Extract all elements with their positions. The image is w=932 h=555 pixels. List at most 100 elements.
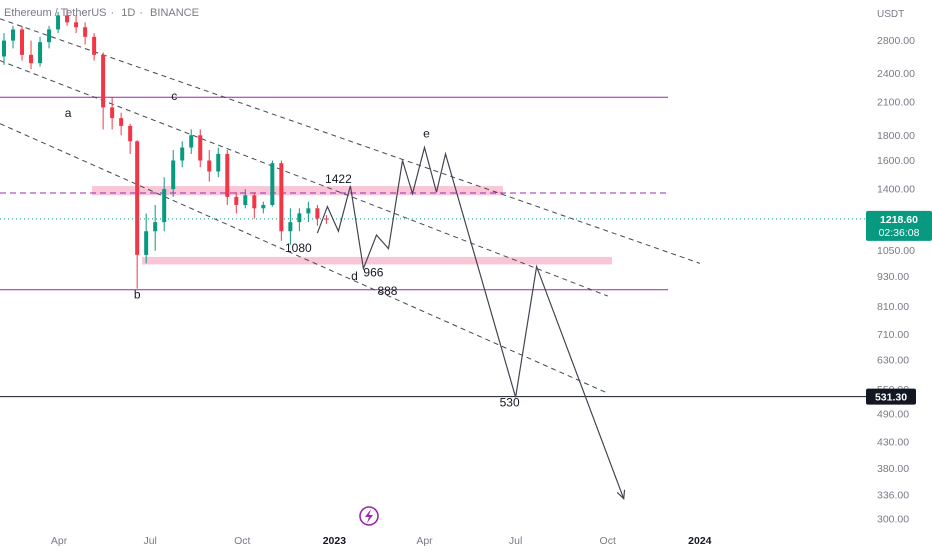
lightning-icon-ring	[359, 506, 379, 526]
time-tick-label: Jul	[509, 535, 522, 547]
time-tick-label: Oct	[234, 535, 250, 547]
price-annotation-label: 1422	[325, 172, 352, 186]
candle-body	[315, 208, 320, 219]
wave-label: b	[134, 288, 141, 302]
price-tick-label: 1800.00	[877, 130, 915, 142]
candle-body	[144, 231, 149, 255]
candle-body	[324, 218, 329, 220]
candle-body	[20, 29, 25, 55]
price-annotation-label: 1080	[285, 241, 312, 255]
price-tick-label: 1400.00	[877, 184, 915, 196]
price-tick-label: 336.00	[877, 489, 909, 501]
lightning-icon-bolt	[365, 509, 373, 523]
candle-body	[306, 208, 311, 214]
candle-body	[128, 125, 133, 142]
candle-body	[153, 222, 158, 232]
symbol-exchange: BINANCE	[150, 7, 199, 19]
symbol-name[interactable]: Ethereum / TetherUS	[4, 7, 107, 19]
candle-body	[65, 15, 70, 23]
price-annotation-label: 888	[377, 284, 397, 298]
candle-body	[243, 195, 248, 205]
price-axis[interactable]: USDT 2800.00 2400.00 2100.00 1800.00 1600.00 1…	[866, 9, 932, 526]
time-axis[interactable]: Apr Jul Oct 2023 Apr Jul Oct 2024	[51, 535, 712, 547]
candle-body	[56, 15, 61, 30]
price-tick-label: 430.00	[877, 436, 909, 448]
candle-body	[92, 36, 97, 55]
time-tick-label: 2023	[323, 535, 347, 547]
support-resistance-zone	[142, 256, 612, 265]
candle-body	[74, 22, 79, 28]
marked-level-badge	[866, 388, 916, 405]
symbol-interval[interactable]: 1D	[121, 7, 136, 19]
time-tick-label: Apr	[51, 535, 68, 547]
candle-body	[38, 42, 43, 64]
price-annotation-label: 966	[363, 266, 383, 280]
price-tick-label: 930.00	[877, 271, 909, 283]
last-price-badge	[866, 210, 932, 241]
projection-arrow-head	[616, 489, 626, 500]
candle-body	[11, 29, 16, 41]
price-tick-label: 1050.00	[877, 245, 915, 257]
symbol-header[interactable]: Ethereum / TetherUS · 1D · BINANCE	[4, 7, 199, 19]
candle-body	[119, 118, 124, 126]
support-resistance-zone	[92, 186, 503, 196]
annotation-layer: a b c d e 1422 1080 966 888 530	[65, 89, 520, 409]
candle-body	[135, 141, 140, 255]
price-tick-label: 380.00	[877, 463, 909, 475]
candle-body	[110, 107, 115, 119]
candle-body	[297, 213, 302, 223]
projection-layer	[316, 145, 626, 500]
candle-body	[2, 40, 7, 57]
price-tick-label: 710.00	[877, 329, 909, 341]
price-tick-label: 1600.00	[877, 155, 915, 167]
projected-path	[316, 145, 625, 499]
price-axis-unit: USDT	[877, 9, 904, 20]
trend-channel-line	[0, 123, 608, 394]
candle-body	[171, 160, 176, 190]
horizontal-lines-layer	[0, 96, 866, 398]
price-tick-label: 300.00	[877, 514, 909, 526]
price-tick-label: 2800.00	[877, 35, 915, 47]
icon-layer	[359, 506, 379, 526]
candle-body	[288, 222, 293, 232]
lightning-icon	[359, 506, 379, 526]
time-tick-label: Apr	[416, 535, 433, 547]
candles-layer	[2, 8, 329, 289]
candle-body	[198, 135, 203, 161]
candle-body	[101, 54, 106, 108]
price-tick-label: 490.00	[877, 409, 909, 421]
candle-body	[47, 29, 52, 43]
candle-body	[189, 135, 194, 148]
time-tick-label: Oct	[600, 535, 616, 547]
price-tick-label: 810.00	[877, 301, 909, 313]
candle-body	[207, 160, 212, 172]
candle-body	[252, 195, 257, 209]
candle-body	[234, 196, 239, 205]
candle-body	[216, 153, 221, 172]
price-tick-label: 2400.00	[877, 68, 915, 80]
last-price-label: 1218.60	[880, 214, 918, 226]
candle-body	[261, 204, 266, 209]
price-tick-label: 2100.00	[877, 97, 915, 109]
candle-body	[225, 153, 230, 197]
price-tick-label: 630.00	[877, 355, 909, 367]
candle-body	[83, 27, 88, 37]
countdown-label: 02:36:08	[879, 227, 920, 239]
wave-label: c	[171, 89, 177, 103]
wave-label: e	[423, 127, 430, 141]
candle-body	[279, 163, 284, 232]
candle-body	[162, 189, 167, 223]
trend-channel-line	[0, 18, 701, 264]
price-annotation-label: 530	[500, 396, 520, 410]
time-tick-label: Jul	[143, 535, 156, 547]
candle-body	[29, 54, 34, 64]
marked-level-label: 531.30	[875, 392, 907, 404]
time-tick-label: 2024	[688, 535, 712, 547]
wave-label: d	[351, 269, 358, 283]
zone-layer	[92, 186, 612, 265]
wave-label: a	[65, 106, 72, 120]
candle-body	[270, 163, 275, 205]
candle-body	[180, 147, 185, 161]
